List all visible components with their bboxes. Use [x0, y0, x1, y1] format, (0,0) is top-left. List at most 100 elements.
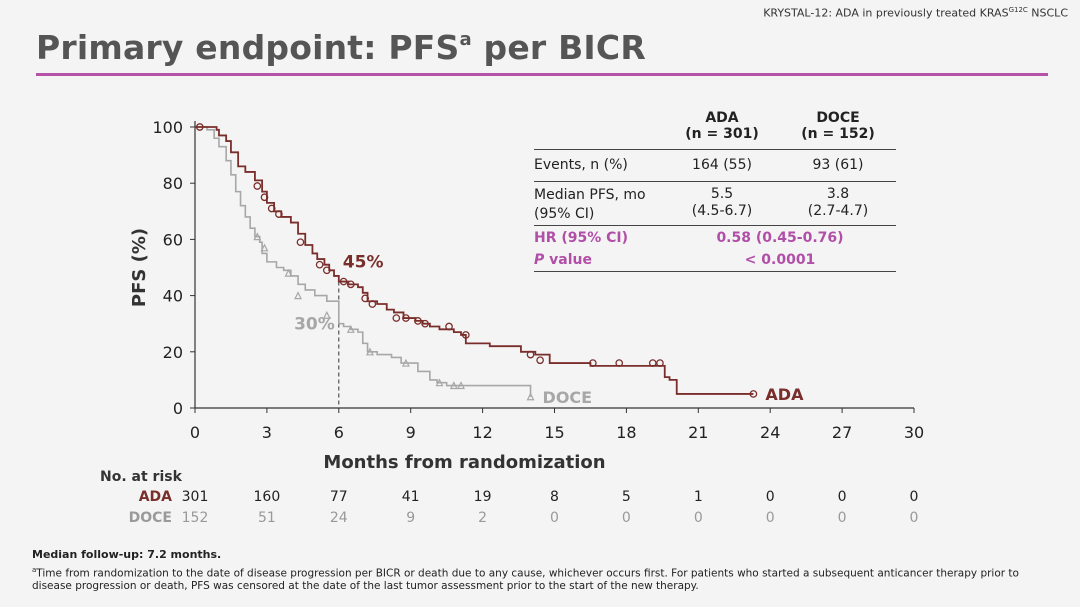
censor-mark-ada — [588, 359, 597, 367]
series-line-ada — [195, 126, 754, 395]
row-label-p: P value — [534, 252, 592, 268]
risk-value-ada: 1 — [693, 489, 703, 505]
risk-value-doce: 0 — [909, 510, 919, 526]
censor-mark-ada — [296, 238, 305, 247]
risk-value-doce: 0 — [693, 510, 703, 526]
x-tick-label: 12 — [472, 423, 492, 442]
censor-mark-ada — [461, 331, 470, 339]
risk-value-ada: 0 — [837, 489, 847, 505]
x-tick-label: 0 — [190, 423, 200, 442]
risk-value-doce: 0 — [621, 510, 631, 526]
risk-value-doce: 0 — [765, 510, 775, 526]
x-tick-label: 21 — [688, 423, 708, 442]
table-rule — [534, 225, 896, 226]
censor-mark-ada — [392, 314, 401, 322]
censor-mark-ada — [615, 359, 624, 367]
risk-value-ada: 301 — [181, 489, 209, 505]
censor-mark-doce — [294, 291, 303, 300]
page-title: Primary endpoint: PFSa per BICR — [36, 28, 646, 67]
censor-mark-ada — [361, 294, 370, 303]
cell-median-doce: 3.8 (2.7-4.7) — [807, 186, 869, 219]
study-context: KRYSTAL-12: ADA in previously treated KR… — [763, 6, 1068, 20]
risk-value-ada: 19 — [473, 489, 492, 505]
censor-mark-ada — [414, 317, 422, 325]
censor-mark-ada — [253, 182, 262, 190]
risk-value-ada: 8 — [550, 489, 559, 505]
censor-mark-ada — [260, 193, 269, 202]
risk-value-ada: 77 — [329, 489, 348, 505]
y-tick-label: 100 — [152, 118, 183, 137]
x-tick-label: 15 — [544, 423, 564, 442]
row-label-events: Events, n (%) — [534, 157, 628, 173]
risk-row-label-ada: ADA — [138, 489, 172, 505]
y-tick-label: 20 — [163, 343, 183, 362]
censor-mark-ada — [346, 280, 355, 289]
censor-mark-doce — [284, 268, 293, 277]
y-tick-label: 80 — [163, 174, 183, 193]
censor-mark-ada — [421, 319, 429, 328]
censor-mark-doce — [346, 324, 355, 333]
risk-value-ada: 160 — [253, 489, 281, 505]
risk-value-doce: 24 — [329, 510, 348, 526]
censor-mark-doce — [401, 358, 410, 367]
censor-mark-ada — [339, 277, 348, 286]
censor-mark-ada — [648, 359, 657, 367]
cell-median-ada: 5.5 (4.5-6.7) — [691, 186, 753, 219]
censor-mark-ada — [368, 300, 377, 308]
x-tick-label: 24 — [760, 423, 780, 442]
series-label-ada: ADA — [765, 385, 804, 404]
risk-value-doce: 2 — [478, 510, 488, 526]
row-label-hr: HR (95% CI) — [534, 230, 629, 246]
risk-value-doce: 152 — [181, 510, 209, 526]
censor-mark-ada — [267, 204, 276, 213]
footnote: aTime from randomization to the date of … — [32, 566, 1019, 592]
risk-value-doce: 51 — [257, 510, 276, 526]
x-tick-label: 9 — [406, 423, 416, 442]
censor-mark-doce — [253, 232, 262, 241]
censor-mark-ada — [656, 359, 664, 367]
censor-mark-ada — [526, 350, 535, 359]
censor-mark-doce — [322, 310, 331, 319]
censor-mark-ada — [445, 322, 453, 331]
censor-mark-ada — [536, 356, 544, 365]
annotation-doce-6mo: 30% — [294, 315, 335, 335]
risk-table-header: No. at risk — [100, 469, 182, 485]
x-tick-label: 30 — [904, 423, 924, 442]
table-rule — [534, 149, 896, 150]
censor-mark-doce — [365, 347, 374, 356]
censor-mark-ada — [315, 260, 324, 269]
censor-mark-ada — [275, 210, 283, 218]
series-line-doce — [195, 126, 532, 397]
cell-hr-value: 0.58 (0.45-0.76) — [716, 230, 844, 246]
x-tick-label: 3 — [262, 423, 272, 442]
censor-mark-doce — [457, 381, 466, 390]
followup-note: Median follow-up: 7.2 months. — [32, 548, 222, 561]
col-header-ada: ADA (n = 301) — [685, 110, 759, 142]
risk-row-label-doce: DOCE — [128, 510, 172, 526]
censor-mark-doce — [435, 378, 444, 387]
censor-mark-ada — [402, 314, 410, 322]
x-axis-label: Months from randomization — [323, 452, 605, 473]
cell-events-ada: 164 (55) — [692, 157, 752, 173]
censor-mark-doce — [260, 243, 269, 252]
row-label-median: Median PFS, mo (95% CI) — [534, 187, 646, 222]
risk-value-ada: 41 — [401, 489, 420, 505]
risk-value-doce: 9 — [406, 510, 416, 526]
censor-mark-doce — [526, 392, 535, 401]
x-tick-label: 18 — [616, 423, 636, 442]
cell-events-doce: 93 (61) — [812, 157, 864, 173]
y-tick-label: 40 — [163, 287, 183, 306]
risk-value-ada: 0 — [765, 489, 775, 505]
cell-p-value: < 0.0001 — [744, 252, 816, 268]
title-divider — [36, 73, 1048, 76]
x-tick-label: 27 — [832, 423, 852, 442]
table-rule — [534, 271, 896, 272]
risk-value-ada: 0 — [909, 489, 919, 505]
censor-mark-ada — [322, 266, 331, 275]
col-header-doce: DOCE (n = 152) — [801, 110, 875, 142]
risk-value-ada: 5 — [621, 489, 631, 505]
table-rule — [534, 181, 896, 182]
annotation-ada-6mo: 45% — [343, 253, 384, 273]
series-label-doce: DOCE — [543, 388, 593, 407]
